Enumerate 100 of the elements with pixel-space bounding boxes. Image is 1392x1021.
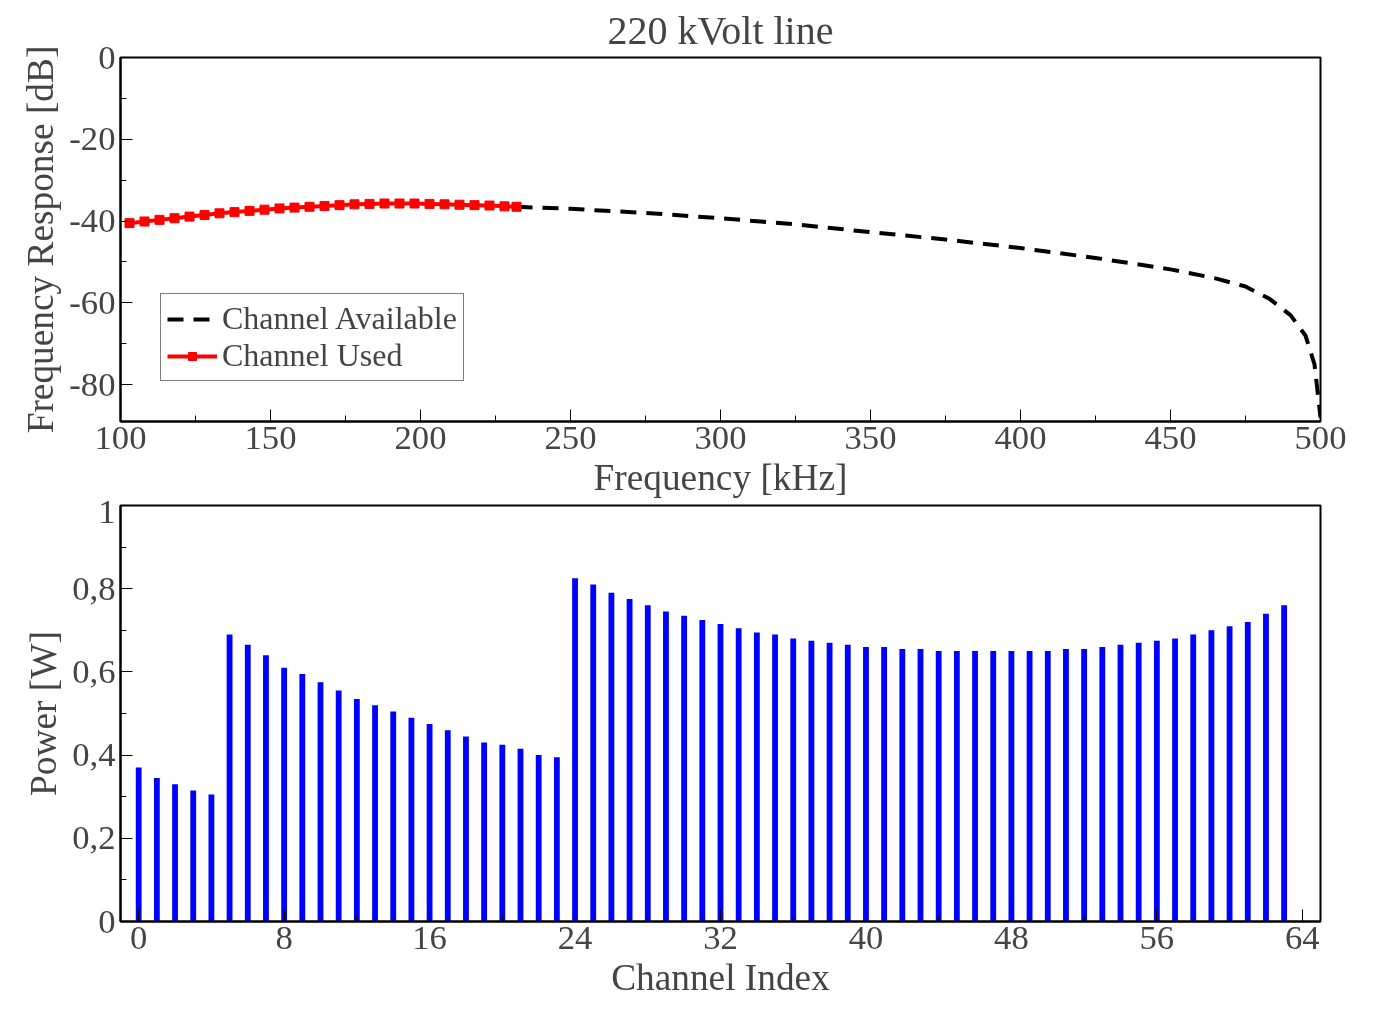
point [199,209,210,220]
point [184,211,195,222]
bar [499,744,506,922]
x-tick-label: 400 [994,417,1047,456]
bar [226,634,233,922]
x-tick-label: 500 [1294,417,1347,456]
bar [1244,621,1251,922]
bar [390,711,397,922]
bar [863,646,869,922]
bar [444,730,451,922]
bar [972,651,978,922]
bar [844,644,851,922]
bar [1081,649,1088,922]
bar [753,632,760,922]
point [259,204,270,215]
bar [1281,605,1288,922]
bar [553,757,560,922]
bar [1190,634,1197,922]
x-tick-label: 56 [1139,917,1175,956]
bar [626,599,633,922]
bar [735,628,742,922]
point [454,199,465,210]
bar [790,638,797,922]
y-tick-label: -60 [69,282,116,321]
point [499,201,510,212]
x-tick-label: 48 [994,917,1029,956]
bar [590,584,597,922]
point [364,198,375,209]
bar [1226,626,1233,922]
point [469,200,480,211]
y-axis-title: Frequency Response [dB] [20,45,62,434]
legend-label: Channel Available [222,300,457,337]
bar [772,634,778,922]
bar [644,605,651,922]
bar [1044,651,1051,922]
bar [1135,642,1142,922]
x-tick-label: 350 [844,417,897,456]
bar [535,755,542,922]
point [244,205,255,216]
bar [1026,651,1033,922]
x-tick-label: 150 [244,417,297,456]
bar [935,651,942,922]
bar [1099,646,1106,922]
bar [953,651,960,922]
x-tick-label: 100 [94,417,147,456]
point [274,203,285,214]
point [484,200,495,211]
x-tick-label: 250 [544,417,597,456]
y-tick-label: 1 [98,491,116,530]
x-tick-label: 24 [557,917,593,956]
bar [190,790,197,922]
x-tick-label: 16 [412,917,447,956]
bar [353,698,360,922]
bar [463,736,469,922]
x-tick-label: 64 [1284,917,1320,956]
y-axis-title: Power [W] [23,631,65,796]
point [439,199,450,210]
bar [135,767,142,922]
x-tick-label: 200 [394,417,447,456]
x-tick-label: 0 [130,917,148,956]
bar [681,615,688,922]
bar [244,644,251,922]
bar [263,655,269,922]
bar [172,784,178,922]
x-tick-label: 32 [703,917,738,956]
x-tick-label: 40 [848,917,884,956]
bar [372,705,378,922]
y-tick-label: 0,2 [72,818,116,857]
y-tick-label: 0 [98,37,116,76]
bar [153,777,160,922]
bar [299,673,306,922]
bar [826,642,833,922]
point [394,198,405,209]
bar [335,690,342,922]
x-tick-label: 300 [694,417,747,456]
point [169,213,180,224]
bar [426,723,433,922]
point [214,208,225,219]
y-tick-label: -20 [69,119,116,158]
point [349,199,360,210]
bar [1063,649,1069,922]
point [319,200,330,211]
point [334,200,345,211]
bar [663,611,669,922]
bar [881,646,888,922]
point [424,198,435,209]
x-axis-title: Channel Index [611,956,831,998]
point [139,216,150,227]
bar [481,742,488,922]
bar [990,651,997,922]
point [409,198,420,209]
bar [899,649,906,922]
point [379,198,390,209]
chart-title: 220 kVolt line [607,7,834,53]
point [154,214,165,225]
bar [1172,638,1178,922]
point [229,207,240,218]
y-tick-label: -40 [69,201,116,240]
point [304,201,315,212]
y-tick-label: 0,6 [72,651,116,690]
